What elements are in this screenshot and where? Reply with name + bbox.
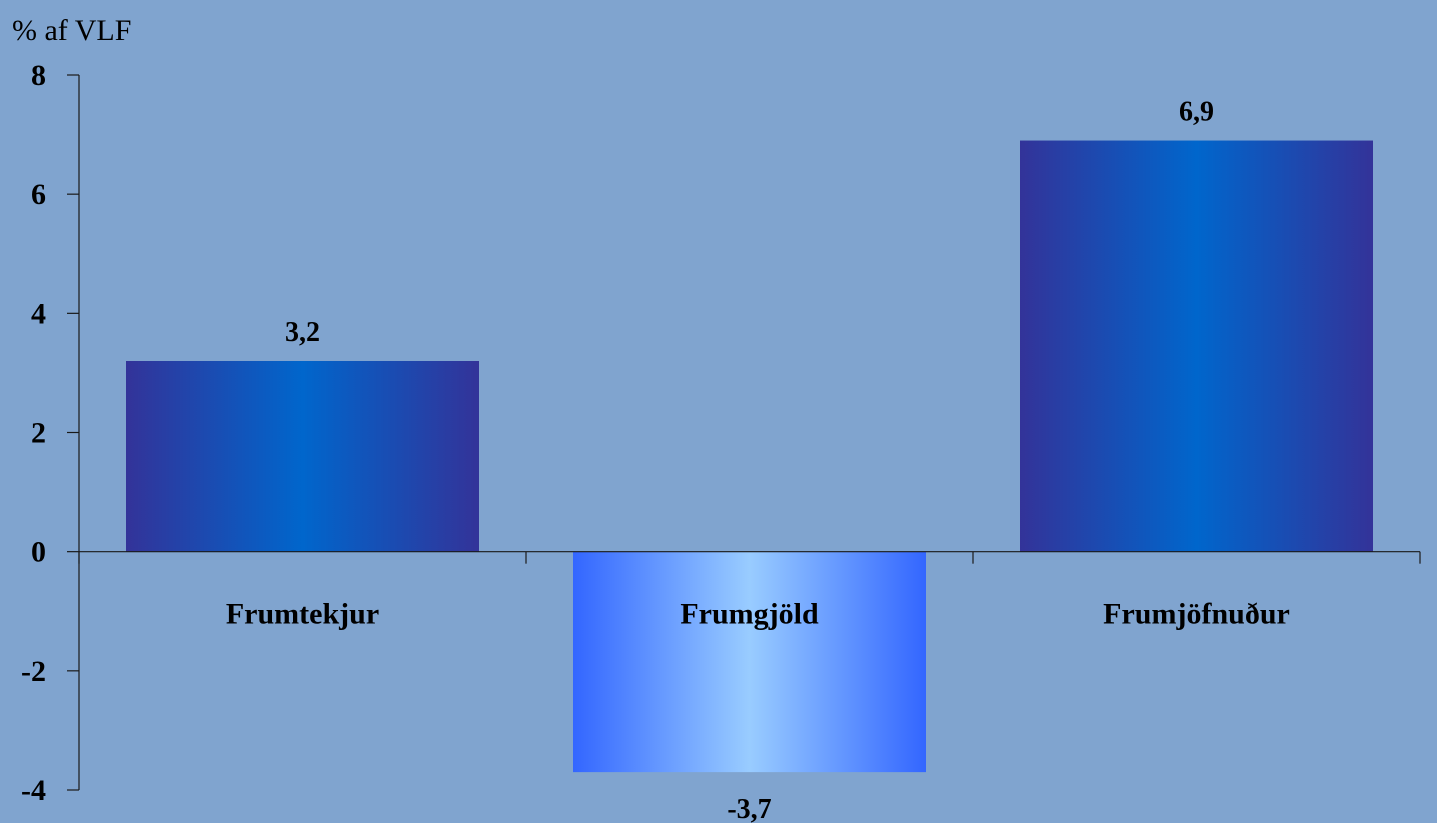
- x-tick-label: Frumgjöld: [680, 598, 819, 631]
- x-tick-label: Frumjöfnuður: [1103, 598, 1290, 631]
- data-label: 3,2: [285, 317, 320, 348]
- bars: [126, 140, 1373, 773]
- data-label: -3,7: [727, 794, 771, 823]
- y-tick-label: 0: [31, 536, 46, 569]
- y-axis-unit-label: % af VLF: [12, 14, 131, 47]
- bar-frumtekjur: [126, 361, 479, 552]
- y-tick-label: -4: [21, 774, 46, 807]
- data-label: 6,9: [1179, 97, 1214, 128]
- bar-frumjöfnuður: [1020, 140, 1373, 552]
- y-tick-label: 2: [31, 417, 46, 450]
- y-tick-label: 4: [31, 297, 46, 330]
- y-tick-label: 6: [31, 178, 46, 211]
- x-tick-label: Frumtekjur: [226, 598, 379, 631]
- y-tick-label: 8: [31, 59, 46, 92]
- y-axis: 8 6 4 2 0 -2 -4: [21, 59, 80, 807]
- data-labels: 3,2 -3,7 6,9: [285, 97, 1214, 823]
- y-tick-label: -2: [21, 655, 46, 688]
- x-axis: [78, 551, 1421, 564]
- bar-frumgjöld: [573, 551, 926, 773]
- x-axis-labels: Frumtekjur Frumgjöld Frumjöfnuður: [226, 598, 1290, 631]
